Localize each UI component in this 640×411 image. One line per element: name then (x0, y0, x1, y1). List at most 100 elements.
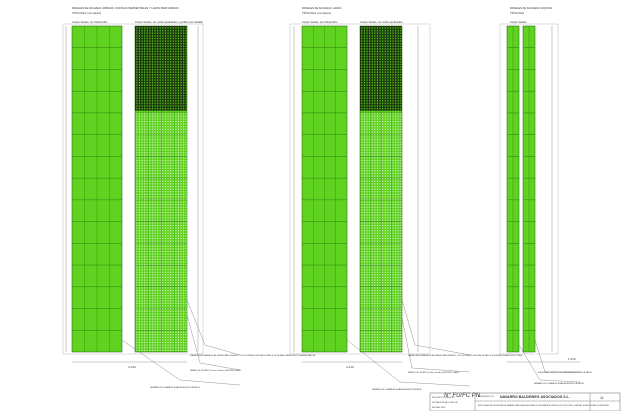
left-panel-b-perforation (146, 61, 148, 63)
mid-panel-b-perforation (400, 48, 402, 50)
left-panel-b-perforation (144, 310, 146, 312)
mid-panel-b-perforation (363, 178, 365, 180)
mid-panel-b-perforation (384, 167, 386, 169)
mid-panel-b-perforation (369, 144, 371, 146)
mid-panel-b-perforation (363, 305, 365, 307)
mid-panel-b-perforation (366, 141, 368, 143)
mid-panel-b-perforation (400, 94, 402, 97)
left-panel-b-perforation (170, 92, 172, 94)
left-panel-b-perforation (164, 193, 166, 195)
mid-panel-b-perforation (395, 336, 397, 338)
left-panel-b-perforation (164, 172, 166, 175)
mid-panel-b-perforation (374, 159, 376, 162)
left-panel-b-perforation (141, 256, 143, 258)
mid-panel-b-perforation (363, 188, 365, 190)
left-panel-b-perforation (149, 232, 151, 234)
left-panel-b-perforation (146, 269, 148, 271)
mid-panel-b-perforation (379, 170, 381, 172)
left-panel-b-perforation (185, 94, 187, 97)
left-panel-b-perforation (172, 219, 174, 221)
mid-panel-b-perforation (387, 201, 389, 203)
left-panel-b-perforation (149, 227, 151, 229)
mid-panel-b-perforation (363, 185, 365, 188)
left-panel-b-perforation (180, 269, 182, 271)
mid-panel-b-perforation (395, 162, 397, 164)
mid-panel-b-perforation (392, 191, 394, 193)
mid-panel-b-perforation (382, 35, 384, 37)
left-panel-b-perforation (172, 274, 174, 276)
left-panel-b-perforation (175, 219, 177, 221)
mid-panel-b-perforation (363, 326, 365, 328)
left-panel-b-perforation (144, 139, 146, 141)
left-panel-b-perforation (141, 305, 143, 307)
mid-panel-b-perforation (395, 48, 397, 50)
left-panel-b-perforation (149, 214, 151, 216)
left-panel-b-perforation (149, 315, 151, 318)
left-panel-b-perforation (177, 76, 179, 79)
mid-panel-b-perforation (376, 68, 378, 71)
mid-panel-b-perforation (389, 331, 391, 333)
mid-panel-b-perforation (387, 66, 389, 68)
left-panel-b-perforation (159, 308, 161, 310)
left-panel-b-perforation (146, 126, 148, 128)
mid-panel-b-perforation (387, 178, 389, 180)
left-panel-b-perforation (141, 295, 143, 297)
left-panel-b-perforation (183, 123, 185, 125)
mid-panel-b-perforation (361, 58, 363, 60)
mid-panel-b-perforation (371, 48, 373, 50)
mid-panel-b-perforation (369, 227, 371, 229)
left-panel-b-perforation (175, 328, 177, 331)
mid-panel-b-perforation (366, 243, 368, 245)
left-panel-b-perforation (164, 40, 166, 42)
left-panel-b-perforation (144, 302, 146, 305)
mid-panel-b-perforation (389, 326, 391, 328)
mid-panel-b-perforation (395, 344, 397, 346)
mid-panel-b-perforation (366, 313, 368, 315)
left-panel-b-perforation (167, 224, 169, 227)
left-panel-b-perforation (141, 50, 143, 53)
left-panel-b-perforation (183, 336, 185, 338)
left-panel-b-perforation (138, 126, 140, 128)
left-panel-b-perforation (144, 305, 146, 307)
mid-panel-b-perforation (363, 206, 365, 208)
left-panel-b-perforation (180, 89, 182, 92)
left-panel-b-perforation (183, 105, 185, 107)
left-panel-b-perforation (146, 157, 148, 159)
left-panel-b-perforation (162, 157, 164, 159)
left-panel-b-perforation (164, 53, 166, 55)
mid-panel-b-perforation (397, 235, 399, 237)
left-panel-b-perforation (175, 253, 177, 255)
left-panel-b-perforation (167, 209, 169, 211)
left-panel-b-perforation (175, 178, 177, 180)
mid-panel-b-perforation (387, 183, 389, 185)
mid-panel-b-perforation (366, 84, 368, 86)
left-panel-b-perforation (159, 102, 161, 105)
mid-panel-b-perforation (397, 63, 399, 66)
left-panel-b-perforation (180, 217, 182, 219)
mid-panel-b-perforation (397, 110, 399, 112)
mid-panel-b-perforation (389, 256, 391, 258)
right-caption: Cortes Verdes (510, 20, 527, 24)
left-panel-b-perforation (164, 261, 166, 263)
left-panel-b-perforation (157, 61, 159, 63)
mid-panel-b-perforation (371, 217, 373, 219)
left-panel-b-perforation (141, 61, 143, 63)
mid-panel-b-perforation (382, 113, 384, 115)
left-panel-b-perforation (146, 318, 148, 320)
left-panel-b-perforation (146, 240, 148, 242)
left-panel-b-perforation (146, 323, 148, 325)
left-panel-b-perforation (136, 334, 138, 336)
mid-panel-b-perforation (376, 92, 378, 94)
left-panel-b-perforation (146, 310, 148, 312)
left-panel-b-perforation (172, 97, 174, 99)
mid-panel-b-perforation (363, 157, 365, 159)
mid-panel-b-perforation (384, 196, 386, 198)
left-panel-b-perforation (144, 349, 146, 351)
mid-panel-b-perforation (363, 321, 365, 323)
left-panel-b-perforation (157, 120, 159, 123)
mid-panel-b-perforation (379, 42, 381, 45)
mid-panel-b-perforation (371, 92, 373, 94)
mid-panel-b-perforation (369, 136, 371, 138)
left-panel-b-perforation (170, 258, 172, 260)
mid-panel-b-perforation (395, 107, 397, 110)
